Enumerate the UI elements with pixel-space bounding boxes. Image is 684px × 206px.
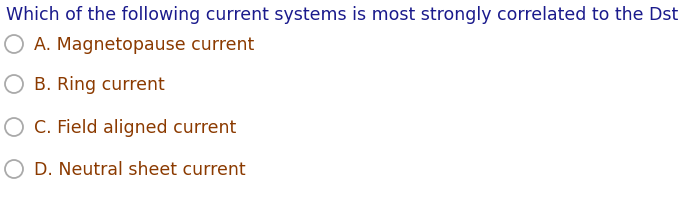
Text: A. Magnetopause current: A. Magnetopause current [34, 36, 254, 54]
Text: Which of the following current systems is most strongly correlated to the Dst in: Which of the following current systems i… [6, 6, 684, 24]
Text: C. Field aligned current: C. Field aligned current [34, 118, 236, 136]
Text: D. Neutral sheet current: D. Neutral sheet current [34, 160, 246, 178]
Text: B. Ring current: B. Ring current [34, 76, 165, 94]
